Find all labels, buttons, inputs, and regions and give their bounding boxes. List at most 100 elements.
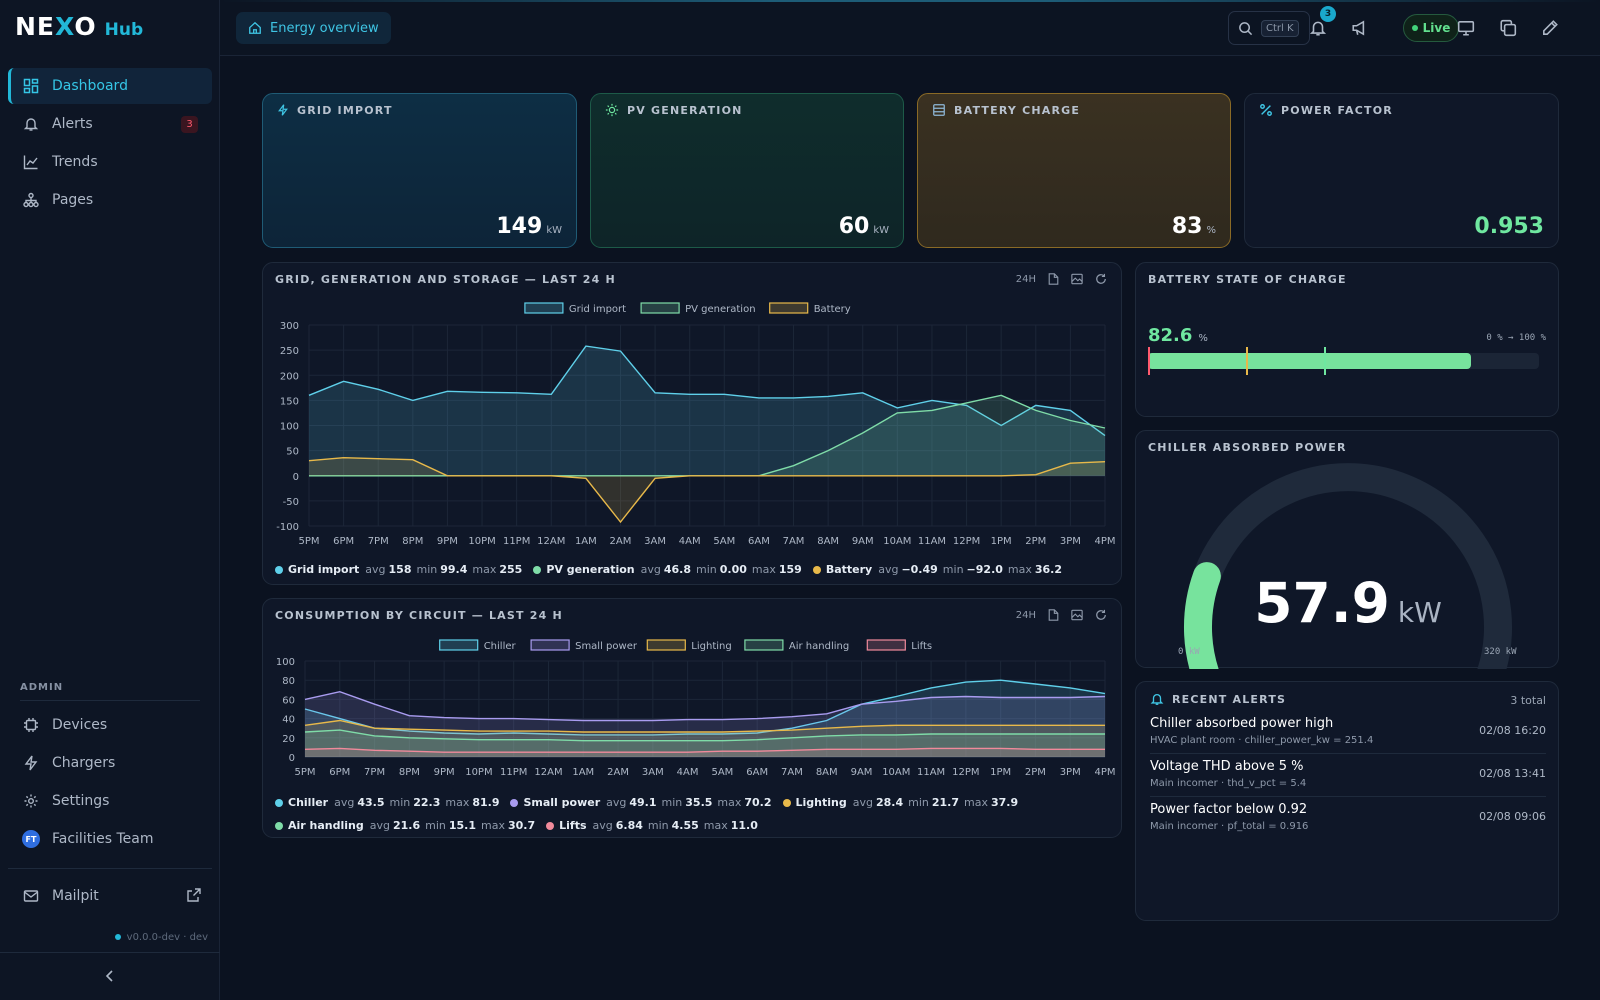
- legend-swatch: [646, 639, 686, 651]
- stat-label: min: [908, 796, 929, 809]
- panel-toolbar: 24H: [1016, 273, 1107, 285]
- alert-item[interactable]: Voltage THD above 5 % Main incomer · thd…: [1150, 755, 1546, 797]
- x-tick-label: 12PM: [953, 536, 980, 547]
- collapse-sidebar-button[interactable]: [100, 966, 120, 986]
- stat-card-power-factor[interactable]: POWER FACTOR 0.953: [1244, 93, 1559, 248]
- stat-unit: %: [1206, 225, 1216, 236]
- battery-icon: [933, 104, 945, 116]
- stat-value: 35.5: [685, 796, 713, 809]
- sidebar-item-label: Pages: [52, 192, 94, 208]
- range-selector[interactable]: 24H: [1015, 273, 1036, 285]
- consumption-chart[interactable]: 100 80 60 40 20 0 5PM 6PM 7PM 8PM 9PM 10PM 11PM 12AM 1…: [263, 599, 1123, 839]
- edit-button[interactable]: [1538, 16, 1562, 40]
- stat-label: avg: [369, 819, 390, 832]
- sidebar-item-chargers[interactable]: Chargers: [8, 745, 212, 781]
- soc-bar-fill: [1148, 353, 1471, 369]
- logo-right: O: [74, 12, 97, 41]
- percent-icon: [1260, 104, 1272, 116]
- breadcrumb[interactable]: Energy overview: [236, 12, 391, 44]
- x-tick-label: 10PM: [465, 767, 492, 778]
- chiller-power-panel: CHILLER ABSORBED POWER 57.9 kW 0 kW 320 k…: [1135, 430, 1559, 669]
- legend-entry: Air handling: [789, 641, 849, 652]
- stat-value: 255: [499, 563, 523, 576]
- stat-card-grid-import[interactable]: GRID IMPORT 149 kW: [262, 93, 577, 248]
- x-tick-label: 4AM: [679, 536, 701, 547]
- sidebar-item-pages[interactable]: Pages: [8, 182, 212, 218]
- series-name: Grid import: [288, 563, 360, 576]
- series-line-lighting: [304, 719, 1105, 733]
- sidebar-item-settings[interactable]: Settings: [8, 783, 212, 819]
- stat-value: 11.0: [730, 819, 758, 832]
- alert-item[interactable]: Chiller absorbed power high HVAC plant r…: [1150, 712, 1546, 754]
- series-name: Lifts: [559, 819, 587, 832]
- gauge-max-label: 320 kW: [1484, 647, 1517, 657]
- x-tick-label: 1PM: [990, 767, 1011, 778]
- sidebar-item-label: Facilities Team: [52, 831, 154, 847]
- series-line-battery: [308, 456, 1106, 524]
- file-icon[interactable]: [1048, 273, 1059, 285]
- alert-title: Power factor below 0.92: [1150, 802, 1308, 817]
- series-dot: [546, 822, 555, 830]
- stat-value: 46.8: [663, 563, 691, 576]
- series-dot: [533, 566, 542, 574]
- stat-label-text: PV GENERATION: [627, 103, 743, 117]
- soc-value-number: 82.6: [1148, 325, 1193, 346]
- sidebar-item-team[interactable]: FT Facilities Team: [8, 821, 212, 857]
- image-icon[interactable]: [1071, 609, 1083, 621]
- series-area-pv-generation: [309, 395, 1105, 476]
- x-tick-label: 11AM: [918, 536, 946, 547]
- logo-x: X: [55, 12, 75, 41]
- stat-label: min: [416, 563, 438, 576]
- image-icon[interactable]: [1071, 273, 1083, 285]
- stat-label: avg: [334, 796, 355, 809]
- summary-item: Chiller avg 43.5 min 22.3 max 81.9: [275, 791, 504, 814]
- sidebar-item-trends[interactable]: Trends: [8, 144, 212, 180]
- stat-label: max: [445, 796, 470, 809]
- sidebar-item-devices[interactable]: Devices: [8, 707, 212, 743]
- stat-card-battery-charge[interactable]: BATTERY CHARGE 83%: [917, 93, 1231, 248]
- stat-label: max: [472, 563, 497, 576]
- x-tick-label: 7AM: [781, 767, 803, 778]
- x-tick-label: 6AM: [748, 536, 770, 547]
- grid-generation-chart[interactable]: 300 250 200 150 100 50 0 -50 -100 5PM 6PM 7PM 8PM 9PM…: [263, 263, 1123, 586]
- display-mode-button[interactable]: [1454, 16, 1478, 40]
- home-icon: [249, 21, 261, 34]
- refresh-icon[interactable]: [1095, 273, 1107, 285]
- legend-entry: Lighting: [691, 641, 731, 652]
- search-button[interactable]: Ctrl K: [1228, 11, 1310, 45]
- alert-item[interactable]: Power factor below 0.92 Main incomer · p…: [1150, 798, 1546, 840]
- notifications-badge: 3: [1320, 6, 1336, 22]
- legend-swatch: [866, 639, 906, 651]
- legend-entry: Lifts: [911, 641, 932, 652]
- stat-label-text: POWER FACTOR: [1281, 103, 1393, 117]
- range-selector[interactable]: 24H: [1015, 609, 1036, 621]
- stat-label: max: [751, 563, 776, 576]
- soc-threshold-marker: [1245, 347, 1248, 375]
- legend-swatch: [439, 639, 479, 651]
- series-area-battery: [309, 457, 1105, 522]
- sun-icon: [605, 103, 619, 117]
- sidebar-item-mailpit[interactable]: Mailpit: [8, 878, 212, 914]
- announcements-button[interactable]: [1348, 16, 1372, 40]
- stat-label: min: [425, 819, 446, 832]
- x-tick-label: 6PM: [333, 536, 354, 547]
- file-icon[interactable]: [1048, 609, 1059, 621]
- stat-card-pv-generation[interactable]: PV GENERATION 60 kW: [590, 93, 904, 248]
- sidebar-item-alerts[interactable]: Alerts 3: [8, 106, 212, 142]
- stat-value: 43.5: [357, 796, 385, 809]
- panel-title: CHILLER ABSORBED POWER: [1148, 441, 1347, 454]
- admin-nav: Devices Chargers Settings FT Facilities …: [8, 707, 212, 859]
- external-link-icon[interactable]: [186, 887, 202, 907]
- brand-logo[interactable]: NEXO Hub: [15, 12, 143, 46]
- y-tick-label: 20: [282, 734, 295, 745]
- avatar: FT: [22, 830, 40, 848]
- stat-value: −0.49: [901, 563, 938, 576]
- duplicate-button[interactable]: [1496, 16, 1520, 40]
- sidebar-item-dashboard[interactable]: Dashboard: [8, 68, 212, 104]
- notifications-button[interactable]: 3: [1306, 6, 1336, 40]
- refresh-icon[interactable]: [1095, 609, 1107, 621]
- alerts-badge: 3: [181, 116, 198, 133]
- live-status-toggle[interactable]: Live: [1403, 14, 1459, 42]
- chart-summary: Chiller avg 43.5 min 22.3 max 81.9 Small power a…: [275, 791, 1115, 837]
